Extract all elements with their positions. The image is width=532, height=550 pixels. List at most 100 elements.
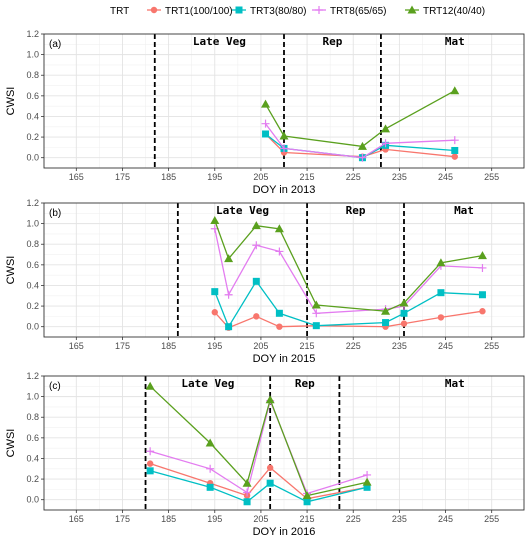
y-axis-title: CWSI <box>5 429 17 458</box>
y-tick-label: 0.6 <box>26 260 39 270</box>
panel-2: 165 175 185 195 205 215 225 235 245 2550.00.20.40… <box>5 198 525 365</box>
data-point <box>478 291 486 299</box>
y-tick-label: 1.2 <box>26 198 39 208</box>
series-line <box>149 462 368 500</box>
phase-label: Rep <box>346 204 366 217</box>
x-tick-labels: 165 175 185 195 205 215 225 235 245 255 <box>69 172 499 182</box>
y-tick-label: 0.8 <box>26 412 39 422</box>
data-point <box>265 395 275 404</box>
data-point <box>146 447 155 456</box>
x-tick-label: 255 <box>484 514 499 524</box>
legend-label-1: TRT1(100/100) <box>165 6 233 17</box>
y-tick-label: 0.0 <box>26 495 39 505</box>
data-point <box>205 438 215 447</box>
data-point <box>224 254 234 263</box>
x-tick-label: 175 <box>115 514 130 524</box>
series-3 <box>261 119 459 162</box>
x-tick-label: 185 <box>161 514 176 524</box>
phase-label: Late Veg <box>216 204 269 217</box>
x-tick-label: 215 <box>300 172 315 182</box>
data-point <box>224 290 233 299</box>
phase-label: Rep <box>295 377 315 390</box>
x-tick-label: 195 <box>207 514 222 524</box>
data-point <box>450 86 460 95</box>
y-tick-label: 1.0 <box>26 219 39 229</box>
y-tick-label: 0.4 <box>26 280 39 290</box>
legend-marker-3 <box>315 6 323 14</box>
y-tick-label: 0.6 <box>26 91 39 101</box>
y-tick-label: 0.6 <box>26 433 39 443</box>
x-tick-label: 185 <box>161 341 176 351</box>
phase-label: Mat <box>454 204 474 217</box>
y-tick-label: 1.2 <box>26 371 39 381</box>
y-tick-label: 0.2 <box>26 132 39 142</box>
panel-1: 165 175 185 195 205 215 225 235 245 2550.00.20.40… <box>5 29 525 196</box>
x-tick-labels: 165 175 185 195 205 215 225 235 245 255 <box>69 341 499 351</box>
y-tick-labels: 0.0 0.2 0.4 0.6 0.8 1.0 1.2 <box>26 29 39 163</box>
x-tick-label: 245 <box>438 172 453 182</box>
y-tick-labels: 0.0 0.2 0.4 0.6 0.8 1.0 1.2 <box>26 198 39 332</box>
x-tick-label: 165 <box>69 514 84 524</box>
data-point <box>210 216 220 225</box>
data-point <box>363 483 371 491</box>
x-tick-label: 235 <box>392 172 407 182</box>
legend-label-2: TRT3(80/80) <box>250 6 307 17</box>
legend-title: TRT <box>110 6 129 17</box>
data-point <box>280 144 288 153</box>
data-point <box>262 130 270 138</box>
x-tick-label: 245 <box>438 514 453 524</box>
x-tick-label: 225 <box>346 514 361 524</box>
data-point <box>437 289 445 297</box>
data-point <box>146 460 154 467</box>
series-line <box>150 470 368 503</box>
data-point <box>276 323 283 330</box>
data-point <box>206 464 215 473</box>
y-tick-label: 0.2 <box>26 474 39 484</box>
data-point <box>275 309 283 317</box>
series-line <box>149 385 368 497</box>
y-axis-title: CWSI <box>5 256 17 285</box>
data-point <box>252 277 260 285</box>
y-tick-label: 0.0 <box>26 322 39 332</box>
data-point <box>400 309 408 317</box>
legend-key-2 <box>232 6 246 14</box>
data-point <box>381 139 390 148</box>
y-tick-label: 1.2 <box>26 29 39 39</box>
data-point <box>479 308 486 315</box>
y-tick-label: 0.0 <box>26 153 39 163</box>
y-tick-label: 0.4 <box>26 453 39 463</box>
data-point <box>253 313 260 320</box>
y-tick-labels: 0.0 0.2 0.4 0.6 0.8 1.0 1.2 <box>26 371 39 505</box>
data-point <box>400 320 408 327</box>
series-2 <box>211 277 486 331</box>
data-point <box>266 464 274 471</box>
data-point <box>311 300 321 309</box>
data-point <box>451 146 459 154</box>
series-line <box>150 398 368 495</box>
x-tick-labels: 165 175 185 195 205 215 225 235 245 255 <box>69 514 499 524</box>
data-point <box>302 491 312 500</box>
data-point <box>252 241 261 250</box>
data-point <box>381 124 391 133</box>
x-tick-label: 225 <box>346 172 361 182</box>
x-axis-title: DOY in 2016 <box>253 526 316 538</box>
data-point <box>211 309 218 316</box>
data-point <box>437 314 445 321</box>
data-point <box>243 488 252 497</box>
data-point <box>274 224 284 233</box>
legend-marker-2 <box>235 6 243 14</box>
legend-marker-1 <box>150 6 158 14</box>
x-tick-label: 185 <box>161 172 176 182</box>
y-tick-label: 1.0 <box>26 50 39 60</box>
x-tick-label: 195 <box>207 341 222 351</box>
x-tick-label: 245 <box>438 341 453 351</box>
data-point <box>242 478 252 487</box>
x-tick-label: 255 <box>484 341 499 351</box>
y-tick-label: 0.2 <box>26 301 39 311</box>
data-point <box>261 119 270 128</box>
panel-label: (c) <box>49 381 61 392</box>
legend-label-4: TRT12(40/40) <box>423 6 485 17</box>
data-point <box>206 483 214 491</box>
data-point <box>381 306 391 315</box>
legend-label-3: TRT8(65/65) <box>330 6 387 17</box>
